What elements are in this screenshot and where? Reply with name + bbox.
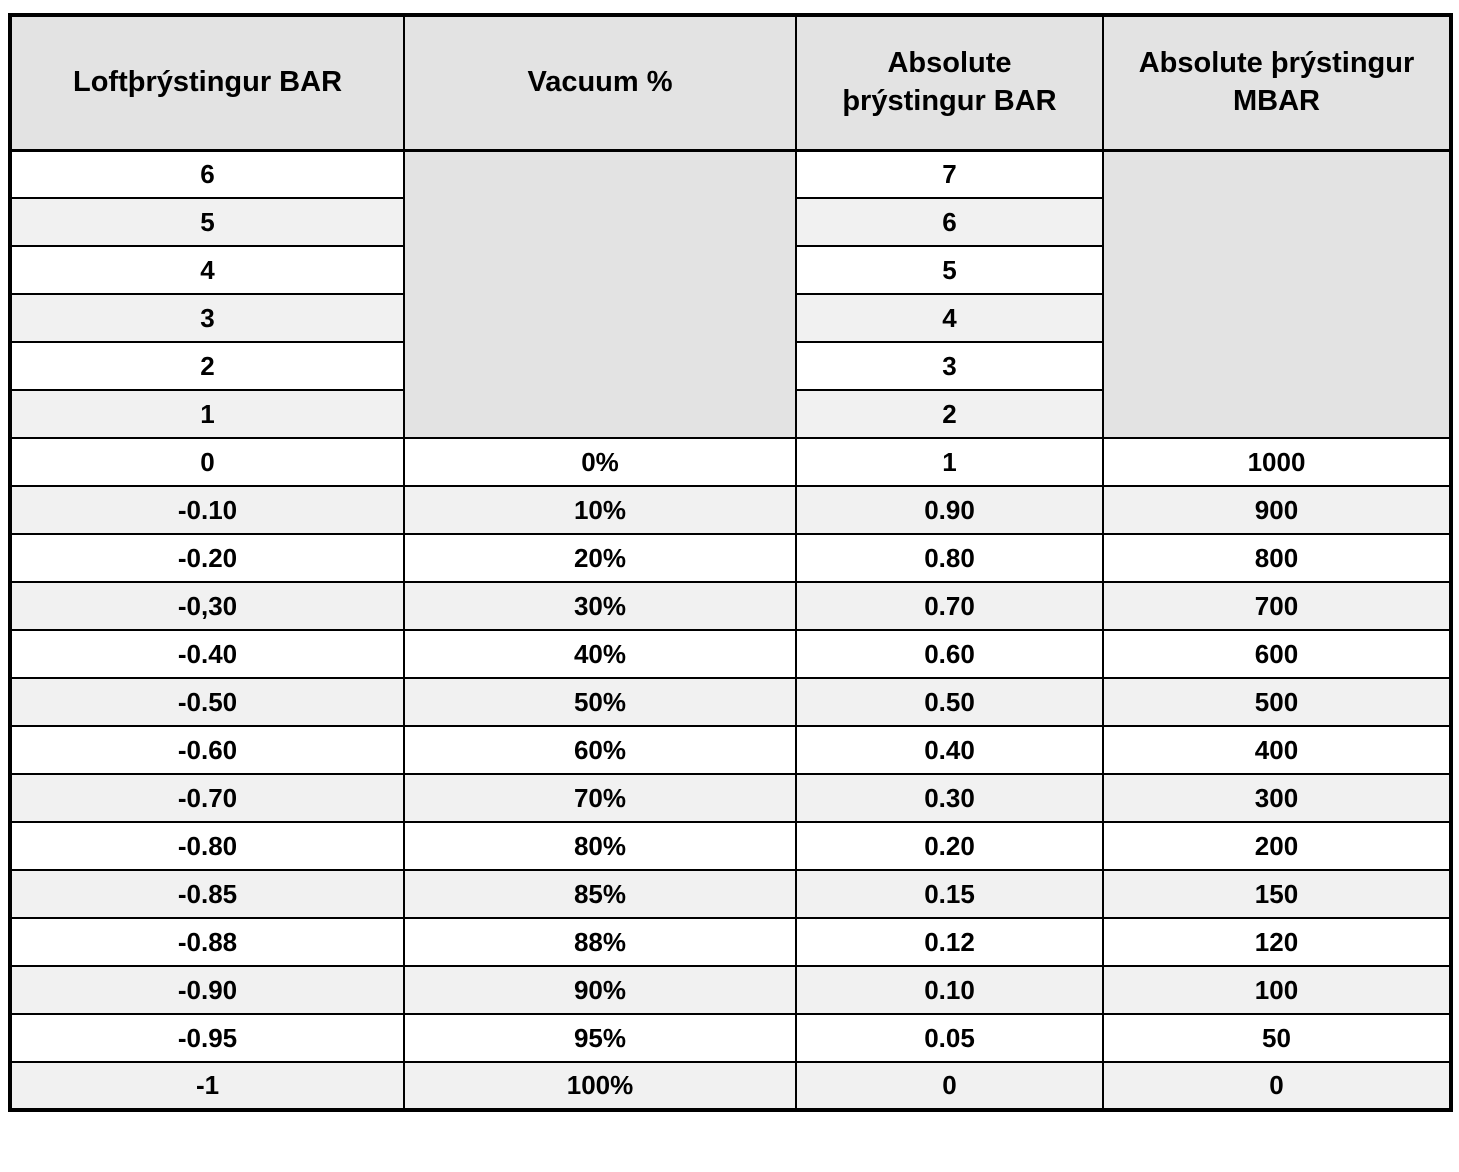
table-row: -0.50 50% 0.50 500 [9,677,1452,727]
table-row: -0.88 88% 0.12 120 [9,917,1452,967]
table-cell: 50% [403,677,797,727]
table-cell: 90% [403,965,797,1015]
table-cell: -0.88 [9,917,405,967]
table-cell: 0.90 [795,485,1104,535]
table-cell: 700 [1102,581,1452,631]
table-cell: 0.70 [795,581,1104,631]
table-cell: 4 [795,293,1104,343]
table-row: -0.90 90% 0.10 100 [9,965,1452,1015]
column-header-loftthrystingur-bar: Loftþrýstingur BAR [9,14,405,152]
table-cell: 0.15 [795,869,1104,919]
table-cell: 5 [795,245,1104,295]
table-cell: 400 [1102,725,1452,775]
table-row: -0.80 80% 0.20 200 [9,821,1452,871]
table-cell: 5 [9,197,405,247]
table-cell: 80% [403,821,797,871]
table-row: -0.60 60% 0.40 400 [9,725,1452,775]
table-cell: 60% [403,725,797,775]
table-cell: 6 [795,197,1104,247]
table-cell: 200 [1102,821,1452,871]
table-cell: -0.50 [9,677,405,727]
table-cell: -0.90 [9,965,405,1015]
table-cell: 0.12 [795,917,1104,967]
table-row: -0.10 10% 0.90 900 [9,485,1452,535]
table-cell: 150 [1102,869,1452,919]
table-cell: 4 [9,245,405,295]
table-cell: 7 [795,149,1104,199]
header-row: Loftþrýstingur BAR Vacuum % Absolute þrý… [9,14,1452,152]
table-cell: 10% [403,485,797,535]
table-cell: 2 [795,389,1104,439]
table-cell: 95% [403,1013,797,1063]
table-cell: 40% [403,629,797,679]
table-row: -0.85 85% 0.15 150 [9,869,1452,919]
column-header-absolute-thrystingur-bar: Absolute þrýstingur BAR [795,14,1104,152]
column-header-vacuum-percent: Vacuum % [403,14,797,152]
table-cell: 0 [1102,1061,1452,1111]
table-cell: 600 [1102,629,1452,679]
table-cell: 0.30 [795,773,1104,823]
table-cell: -0.40 [9,629,405,679]
table-cell: 0.50 [795,677,1104,727]
table-cell: 1 [9,389,405,439]
table-cell: 3 [9,293,405,343]
table-cell: 0.20 [795,821,1104,871]
table-cell: 100% [403,1061,797,1111]
pressure-conversion-table-wrap: Loftþrýstingur BAR Vacuum % Absolute þrý… [8,13,1453,1112]
merged-mbar-cell [1102,149,1452,439]
table-row: -0.70 70% 0.30 300 [9,773,1452,823]
table-cell: 0.05 [795,1013,1104,1063]
table-cell: 70% [403,773,797,823]
merged-vacuum-cell [403,149,797,439]
table-cell: 300 [1102,773,1452,823]
table-row: -0.40 40% 0.60 600 [9,629,1452,679]
table-cell: -1 [9,1061,405,1111]
table-cell: 100 [1102,965,1452,1015]
table-cell: 900 [1102,485,1452,535]
table-cell: 0 [9,437,405,487]
table-cell: 30% [403,581,797,631]
table-cell: -0.70 [9,773,405,823]
table-cell: 120 [1102,917,1452,967]
table-cell: -0.10 [9,485,405,535]
table-cell: 1 [795,437,1104,487]
table-cell: 0.40 [795,725,1104,775]
table-cell: 88% [403,917,797,967]
table-cell: 85% [403,869,797,919]
table-row: -0.20 20% 0.80 800 [9,533,1452,583]
table-cell: 0.60 [795,629,1104,679]
table-cell: -0.95 [9,1013,405,1063]
table-cell: 0 [795,1061,1104,1111]
table-cell: -0,30 [9,581,405,631]
table-cell: -0.80 [9,821,405,871]
pressure-conversion-table: Loftþrýstingur BAR Vacuum % Absolute þrý… [8,13,1453,1112]
table-cell: 20% [403,533,797,583]
table-cell: 2 [9,341,405,391]
table-cell: 50 [1102,1013,1452,1063]
table-cell: -0.60 [9,725,405,775]
table-row: -1 100% 0 0 [9,1061,1452,1111]
table-cell: 6 [9,149,405,199]
table-row: -0,30 30% 0.70 700 [9,581,1452,631]
table-cell: 0% [403,437,797,487]
table-row: -0.95 95% 0.05 50 [9,1013,1452,1063]
table-cell: 500 [1102,677,1452,727]
table-row: 0 0% 1 1000 [9,437,1452,487]
table-body: 6 7 5 6 4 5 3 4 2 3 1 2 0 0% 1 1000 -0.10 10% 0.90 900 -0.20… [9,149,1452,1111]
table-cell: 1000 [1102,437,1452,487]
table-cell: 800 [1102,533,1452,583]
table-cell: 0.10 [795,965,1104,1015]
table-cell: 3 [795,341,1104,391]
column-header-absolute-thrystingur-mbar: Absolute þrýstingur MBAR [1102,14,1452,152]
table-cell: -0.20 [9,533,405,583]
table-cell: 0.80 [795,533,1104,583]
table-cell: -0.85 [9,869,405,919]
